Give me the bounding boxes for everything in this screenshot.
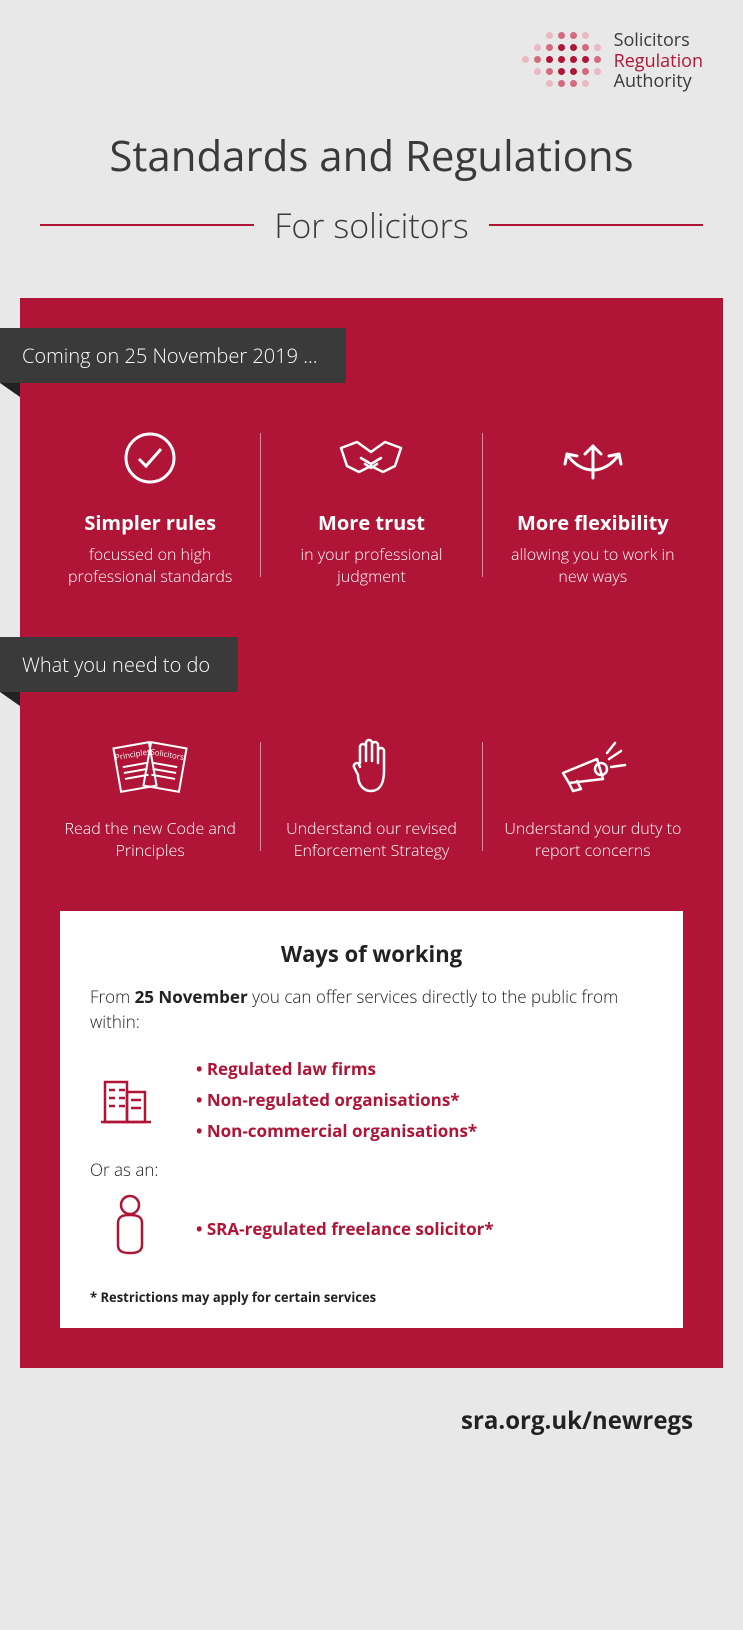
todo-body: Read the new Code and Principles	[58, 818, 242, 861]
ways-list-orgs: Regulated law firms Non-regulated organi…	[196, 1053, 477, 1146]
list-item: Non-commercial organisations*	[196, 1115, 477, 1146]
person-icon	[90, 1191, 170, 1266]
rule-left	[40, 224, 254, 226]
ways-intro-prefix: From	[90, 985, 135, 1008]
hand-stop-icon	[279, 732, 463, 802]
benefits-row: Simpler rules focussed on high professio…	[20, 423, 723, 637]
footer-url: sra.org.uk/newregs	[0, 1368, 743, 1473]
ways-list-person: SRA-regulated freelance solicitor*	[196, 1213, 494, 1244]
subtitle: For solicitors	[274, 202, 468, 248]
benefit-simpler: Simpler rules focussed on high professio…	[40, 423, 260, 587]
logo-line1: Solicitors	[614, 30, 703, 51]
benefit-body: in your professional judgment	[279, 544, 463, 587]
benefit-trust: More trust in your professional judgment	[261, 423, 481, 587]
arrows-diverge-icon	[501, 423, 685, 493]
todo-report: Understand your duty to report concerns	[483, 732, 703, 861]
benefit-flex: More flexibility allowing you to work in…	[483, 423, 703, 587]
ways-row-person: SRA-regulated freelance solicitor*	[90, 1191, 653, 1266]
documents-icon: PrinciplesSolicitors	[58, 732, 242, 802]
ways-intro-bold: 25 November	[135, 985, 248, 1008]
main-panel: Coming on 25 November 2019 ... Simpler r…	[20, 298, 723, 1368]
list-item: Non-regulated organisations*	[196, 1084, 477, 1115]
todo-body: Understand our revised Enforcement Strat…	[279, 818, 463, 861]
ways-or: Or as an:	[90, 1158, 653, 1181]
todo-row: PrinciplesSolicitors Read the new Code a…	[20, 732, 723, 911]
checkmark-circle-icon	[58, 423, 242, 493]
benefit-body: allowing you to work in new ways	[501, 544, 685, 587]
list-item: Regulated law firms	[196, 1053, 477, 1084]
logo-line2: Regulation	[614, 51, 703, 72]
ways-card: Ways of working From 25 November you can…	[60, 911, 683, 1327]
todo-enforcement: Understand our revised Enforcement Strat…	[261, 732, 481, 861]
buildings-icon	[90, 1062, 170, 1137]
svg-text:Solicitors: Solicitors	[150, 747, 185, 764]
logo-dots-icon	[522, 32, 604, 90]
handshake-icon	[279, 423, 463, 493]
ways-title: Ways of working	[90, 939, 653, 969]
todo-read: PrinciplesSolicitors Read the new Code a…	[40, 732, 260, 861]
logo-row: Solicitors Regulation Authority	[40, 30, 703, 92]
section-tag-coming: Coming on 25 November 2019 ...	[0, 328, 346, 383]
ways-row-orgs: Regulated law firms Non-regulated organi…	[90, 1053, 653, 1146]
logo-text: Solicitors Regulation Authority	[614, 30, 703, 92]
benefit-title: More flexibility	[501, 509, 685, 536]
section-tag-todo: What you need to do	[0, 637, 238, 692]
benefit-title: More trust	[279, 509, 463, 536]
logo-line3: Authority	[614, 71, 703, 92]
ways-intro: From 25 November you can offer services …	[90, 985, 653, 1034]
rule-right	[489, 224, 703, 226]
todo-body: Understand your duty to report concerns	[501, 818, 685, 861]
subtitle-row: For solicitors	[40, 202, 703, 248]
svg-text:Principles: Principles	[114, 746, 152, 763]
benefit-body: focussed on high professional standards	[58, 544, 242, 587]
page-title: Standards and Regulations	[40, 127, 703, 184]
logo: Solicitors Regulation Authority	[522, 30, 703, 92]
list-item: SRA-regulated freelance solicitor*	[196, 1213, 494, 1244]
header-area: Solicitors Regulation Authority Standard…	[0, 0, 743, 298]
benefit-title: Simpler rules	[58, 509, 242, 536]
ways-footnote: * Restrictions may apply for certain ser…	[90, 1288, 653, 1306]
megaphone-icon	[501, 732, 685, 802]
